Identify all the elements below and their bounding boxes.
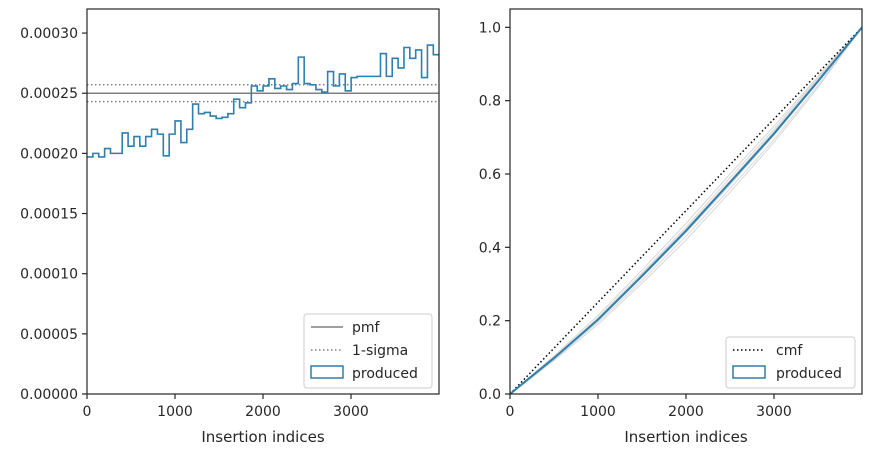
sample-cmf-line bbox=[510, 27, 862, 394]
cmf-x-tick-label: 3000 bbox=[756, 404, 792, 420]
sample-cmf-line bbox=[510, 26, 862, 394]
cmf-dotted-line bbox=[510, 26, 862, 394]
pmf-legend-box bbox=[303, 313, 433, 389]
pmf-chart: 0 1000 2000 3000 0.00000 0.00005 0.00010 0.0001… bbox=[20, 8, 440, 446]
pmf-y-tick-label: 0.00010 bbox=[20, 267, 78, 283]
pmf-y-tick-label: 0.00000 bbox=[20, 387, 78, 403]
pmf-y-tick-label: 0.00025 bbox=[20, 86, 78, 102]
pmf-x-axis-label: Insertion indices bbox=[201, 428, 324, 446]
legend-cmf-produced-swatch bbox=[732, 365, 766, 379]
produced-cmf-line bbox=[510, 26, 862, 394]
pmf-x-tick-label: 1000 bbox=[157, 404, 193, 420]
pmf-x-tick-label: 3000 bbox=[333, 404, 369, 420]
cmf-x-tick-label: 1000 bbox=[580, 404, 616, 420]
cmf-y-tick-label: 0.8 bbox=[479, 94, 501, 110]
cmf-legend: cmf produced bbox=[725, 336, 856, 389]
cmf-x-tick-label: 0 bbox=[506, 404, 515, 420]
pmf-plot-frame bbox=[86, 8, 440, 395]
legend-pmf-label: pmf bbox=[352, 320, 381, 336]
legend-produced-label: produced bbox=[352, 366, 418, 382]
legend-produced-swatch bbox=[310, 365, 344, 379]
legend-cmf-produced-label: produced bbox=[776, 366, 842, 382]
produced-step-series bbox=[87, 44, 439, 158]
pmf-y-tick-label: 0.00005 bbox=[20, 327, 78, 343]
cmf-y-tick-label: 0.4 bbox=[479, 240, 501, 256]
pmf-y-tick-label: 0.00030 bbox=[20, 26, 78, 42]
cmf-y-tick-label: 0.2 bbox=[479, 314, 501, 330]
cmf-y-tick-label: 0.6 bbox=[479, 167, 501, 183]
cmf-x-axis-label: Insertion indices bbox=[624, 428, 747, 446]
cmf-plot-frame bbox=[509, 8, 863, 395]
pmf-y-tick-label: 0.00020 bbox=[20, 146, 78, 162]
cmf-y-tick-label: 1.0 bbox=[479, 20, 501, 36]
sample-cmf-line bbox=[510, 27, 862, 394]
pmf-x-tick-label: 0 bbox=[83, 404, 92, 420]
cmf-x-tick-label: 2000 bbox=[668, 404, 704, 420]
pmf-legend: pmf 1-sigma produced bbox=[303, 313, 433, 389]
cmf-chart: 0 1000 2000 3000 0.0 0.2 0.4 0.6 0.8 1.0 Insertio… bbox=[479, 8, 863, 446]
legend-cmf-label: cmf bbox=[776, 343, 803, 359]
legend-sigma-label: 1-sigma bbox=[352, 343, 408, 359]
cmf-y-tick-label: 0.0 bbox=[479, 387, 501, 403]
pmf-y-tick-label: 0.00015 bbox=[20, 207, 78, 223]
pmf-x-tick-label: 2000 bbox=[245, 404, 281, 420]
